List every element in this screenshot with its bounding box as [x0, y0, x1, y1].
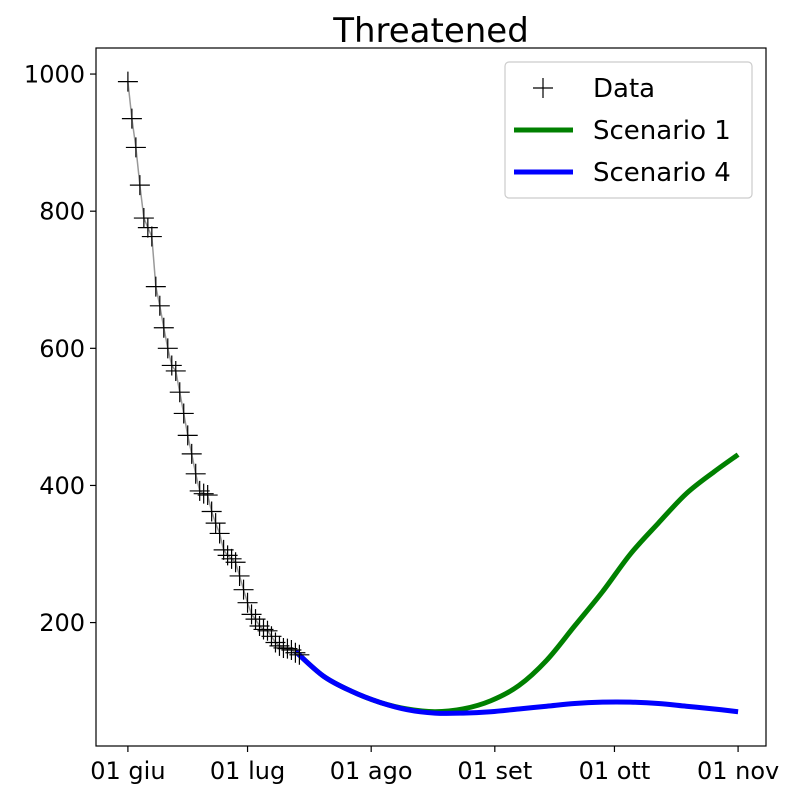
data-point-marker — [265, 632, 286, 653]
legend: Data Scenario 1 Scenario 4 — [504, 61, 753, 199]
x-tick-label: 01 lug — [210, 757, 285, 785]
data-point-marker — [161, 355, 182, 376]
x-tick-label: 01 ago — [330, 757, 413, 785]
data-point-marker — [289, 644, 310, 665]
data-point-marker — [185, 463, 206, 484]
data-point-marker — [137, 217, 158, 238]
legend-marker-data — [533, 78, 553, 98]
data-point-marker — [149, 295, 170, 316]
chart-title: Threatened — [332, 11, 529, 51]
data-point-marker — [153, 317, 174, 338]
plot-area — [117, 71, 740, 716]
legend-label: Data — [593, 74, 655, 104]
data-point-marker — [285, 642, 306, 663]
legend-box — [504, 61, 753, 199]
x-tick-label: 01 ott — [579, 757, 651, 785]
legend-label: Scenario 1 — [593, 116, 731, 146]
plot-frame — [95, 47, 767, 747]
data-point-marker — [157, 338, 178, 359]
y-axis: 200 400 600 800 1000 — [24, 61, 96, 637]
data-point-marker — [213, 539, 234, 560]
data-point-marker — [237, 592, 258, 613]
data-point-marker — [229, 565, 250, 586]
data-point-marker — [165, 360, 186, 381]
data-point-marker — [189, 480, 210, 501]
data-point-marker — [225, 552, 246, 573]
x-tick-label: 01 set — [457, 757, 532, 785]
data-point-marker — [173, 403, 194, 424]
data-point-marker — [141, 226, 162, 247]
data-point-marker — [269, 635, 290, 656]
data-point-marker — [177, 425, 198, 446]
data-point-marker — [201, 501, 222, 522]
data-point-marker — [241, 604, 262, 625]
data-point-marker — [129, 175, 150, 196]
y-tick-label: 400 — [39, 472, 85, 500]
data-point-marker — [209, 523, 230, 544]
data-point-marker — [277, 638, 298, 659]
y-tick-label: 600 — [39, 335, 85, 363]
data-point-marker — [125, 137, 146, 158]
x-axis: 01 giu 01 lug 01 ago 01 set 01 ott 01 nov — [90, 746, 779, 785]
data-point-marker — [281, 640, 302, 661]
data-point-marker — [133, 208, 154, 229]
data-point-marker — [249, 616, 270, 637]
data-point-marker — [117, 71, 138, 92]
data-point-marker — [169, 382, 190, 403]
y-tick-label: 800 — [39, 198, 85, 226]
y-tick-label: 1000 — [24, 61, 85, 89]
data-point-marker — [273, 637, 294, 658]
data-point-marker — [193, 483, 214, 504]
legend-label: Scenario 4 — [593, 158, 731, 188]
data-point-marker — [181, 443, 202, 464]
data-point-marker — [257, 620, 278, 641]
x-tick-label: 01 giu — [90, 757, 165, 785]
x-tick-label: 01 nov — [697, 757, 779, 785]
data-point-marker — [197, 485, 218, 506]
data-point-marker — [145, 276, 166, 297]
data-point-marker — [121, 108, 142, 129]
data-connector-line — [127, 81, 300, 656]
series-line-scenario-4 — [293, 649, 739, 716]
data-point-marker — [205, 513, 226, 534]
y-tick-label: 200 — [39, 609, 85, 637]
data-point-marker — [233, 579, 254, 600]
data-point-marker — [221, 548, 242, 569]
